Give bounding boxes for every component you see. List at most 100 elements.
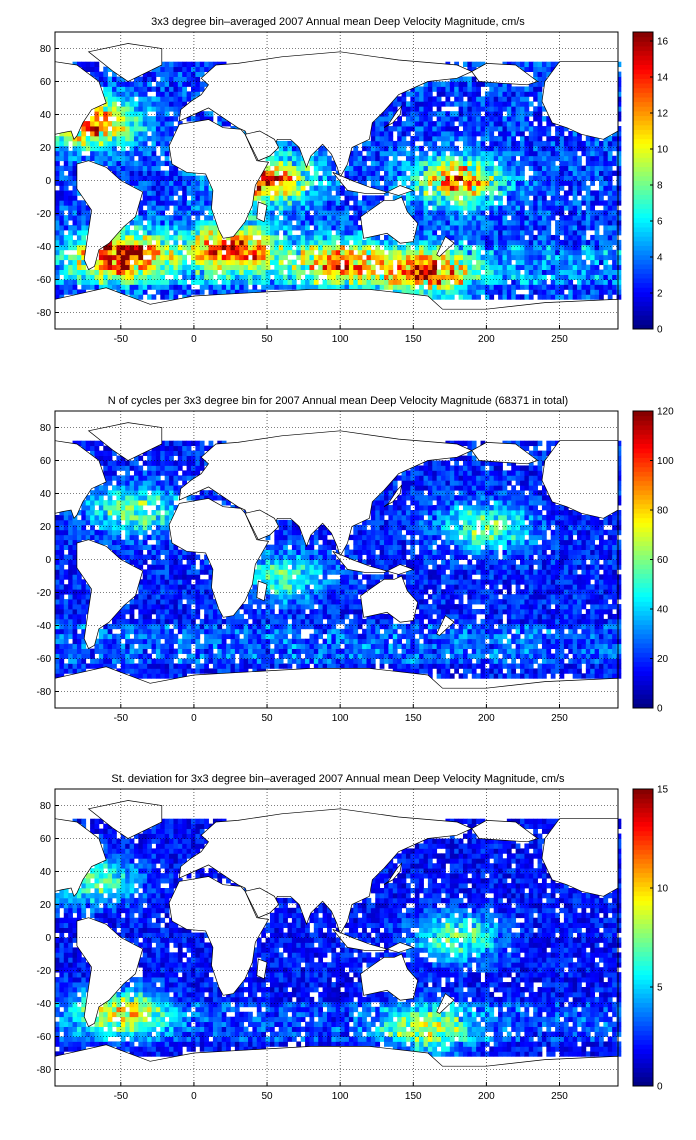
heat-cell — [59, 170, 65, 176]
heat-cell — [423, 279, 429, 285]
heat-cell — [498, 673, 503, 679]
heat-cell — [182, 279, 188, 285]
heat-cell — [204, 215, 209, 221]
heat-cell — [520, 230, 525, 236]
heat-cell — [515, 180, 521, 186]
heat-cell — [454, 126, 460, 132]
heat-cell — [541, 210, 547, 216]
heat-cell — [133, 668, 139, 674]
heat-cell — [405, 185, 411, 191]
heat-cell — [63, 668, 69, 674]
heat-cell — [476, 663, 481, 669]
heat-cell — [585, 205, 591, 211]
heat-cell — [55, 190, 60, 196]
heat-cell — [427, 294, 433, 300]
heat-cell — [138, 116, 144, 122]
heat-cell — [449, 131, 455, 137]
heat-cell — [125, 96, 130, 102]
heat-cell — [177, 71, 183, 77]
heat-cell — [537, 195, 543, 201]
heat-cell — [309, 638, 315, 645]
heat-cell — [147, 165, 152, 171]
heat-cell — [348, 220, 354, 226]
heat-cell — [384, 274, 389, 280]
heat-cell — [541, 185, 547, 191]
heat-cell — [199, 180, 205, 186]
heat-cell — [142, 289, 148, 295]
heat-cell — [151, 96, 157, 102]
heat-cell — [467, 264, 473, 270]
heat-cell — [59, 215, 65, 221]
heat-cell — [72, 225, 78, 231]
heat-cell — [441, 121, 446, 127]
heat-cell — [520, 140, 525, 147]
heat-cell — [476, 155, 481, 162]
heat-cell — [59, 234, 65, 241]
heat-cell — [305, 274, 310, 280]
heat-cell — [414, 86, 420, 92]
heat-cell — [340, 234, 345, 241]
heat-cell — [498, 225, 503, 231]
heat-cell — [436, 274, 442, 280]
heat-cell — [454, 111, 460, 117]
heat-cell — [142, 111, 148, 117]
heat-cell — [533, 81, 538, 87]
heat-cell — [607, 140, 613, 147]
heat-cell — [577, 244, 582, 251]
heat-cell — [278, 145, 284, 152]
heat-cell — [309, 195, 315, 201]
heat-cell — [511, 210, 517, 216]
heat-cell — [291, 185, 297, 191]
heat-cell — [476, 200, 481, 206]
heat-cell — [55, 220, 60, 226]
heat-cell — [125, 279, 130, 285]
heat-cell — [533, 648, 538, 654]
heat-cell — [581, 294, 587, 300]
heat-cell — [326, 254, 332, 261]
heat-cell — [212, 264, 218, 270]
heat-cell — [388, 249, 394, 256]
heat-cell — [375, 195, 381, 201]
heat-cell — [524, 111, 530, 117]
heat-cell — [138, 200, 144, 206]
heat-cell — [309, 254, 315, 261]
heat-cell — [331, 264, 337, 270]
heat-cell — [502, 175, 508, 181]
heat-cell — [261, 653, 266, 659]
heat-cell — [125, 91, 130, 97]
heat-cell — [419, 155, 424, 162]
heat-cell — [107, 131, 113, 137]
heat-cell — [68, 643, 73, 649]
heat-cell — [186, 289, 192, 295]
heat-cell — [590, 175, 596, 181]
heat-cell — [585, 294, 591, 300]
heat-cell — [204, 200, 209, 206]
heat-cell — [598, 234, 604, 241]
heat-cell — [480, 170, 486, 176]
heat-cell — [568, 274, 574, 280]
heat-cell — [533, 66, 538, 72]
heat-cell — [125, 180, 130, 186]
heat-cell — [155, 239, 161, 246]
heat-cell — [142, 71, 148, 77]
heat-cell — [524, 269, 530, 275]
heat-cell — [186, 215, 192, 221]
heat-cell — [616, 259, 622, 266]
heat-cell — [546, 165, 552, 171]
heat-cell — [388, 111, 394, 117]
heat-cell — [217, 259, 223, 266]
heat-cell — [151, 145, 157, 152]
heat-cell — [199, 244, 205, 251]
heat-cell — [476, 126, 481, 132]
heat-cell — [348, 175, 354, 181]
heat-cell — [489, 150, 495, 157]
heat-cell — [577, 254, 582, 261]
heat-cell — [541, 648, 547, 654]
heat-cell — [186, 185, 192, 191]
heat-cell — [524, 126, 530, 132]
heat-cell — [410, 195, 416, 201]
heat-cell — [484, 269, 490, 275]
heat-cell — [559, 269, 565, 275]
heat-cell — [506, 145, 512, 152]
heat-cell — [366, 195, 372, 201]
